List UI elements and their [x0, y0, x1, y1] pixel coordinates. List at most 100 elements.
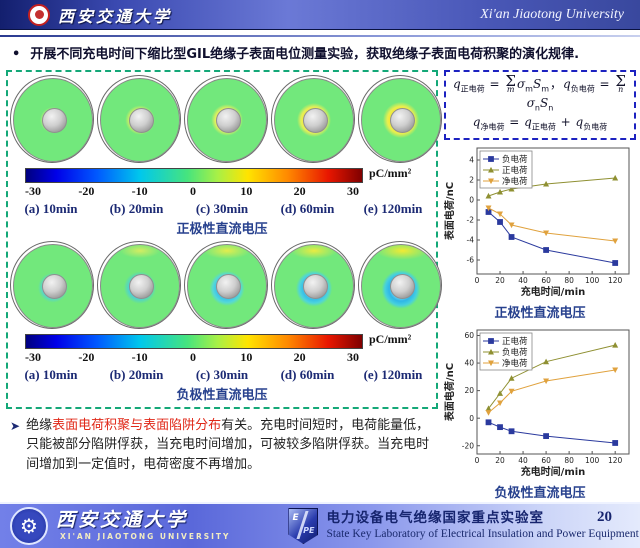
negative-polarity-chart: 0 20 40 60 80 100 120-200204060充电时间/min表面电荷/nC…: [443, 329, 630, 478]
svg-text:80: 80: [564, 276, 574, 285]
colorbar: pC/mm²: [25, 165, 429, 183]
surface-charge-map: [97, 240, 181, 329]
epe-shield-icon: E PE: [288, 508, 319, 544]
university-seal-icon: ⚙: [10, 507, 48, 545]
surface-charge-map: [358, 240, 442, 329]
left-column: pC/mm² -30 -20 -10 0 10 20 30 (a) 10min (b) 20m…: [6, 69, 442, 475]
colorbar-ticks: -30 -20 -10 0 10 20 30: [25, 349, 359, 364]
surface-charge-map: [10, 240, 94, 329]
svg-text:100: 100: [585, 276, 600, 285]
colorbar-unit: pC/mm²: [369, 165, 412, 180]
svg-text:120: 120: [608, 276, 623, 285]
colorbar-gradient: [25, 333, 363, 349]
page-number: 20: [597, 509, 612, 525]
svg-text:40: 40: [518, 456, 528, 465]
surface-charge-map: [271, 74, 355, 163]
surface-charge-map: [184, 240, 268, 329]
surface-charge-map: [10, 74, 94, 163]
conclusion-text: 绝缘表面电荷积聚与表面陷阱分布有关。充电时间短时，电荷能量低，只能被部分陷阱俘获…: [26, 417, 430, 472]
svg-text:-2: -2: [467, 216, 475, 225]
intro-text: 开展不同充电时间下缩比型GIL绝缘子表面电位测量实验，获取绝缘子表面电荷积聚的演…: [30, 47, 580, 62]
svg-text:120: 120: [608, 456, 623, 465]
colorbar: pC/mm²: [25, 331, 429, 349]
svg-text:0: 0: [475, 276, 480, 285]
arrow-bullet-icon: ➤: [10, 418, 21, 433]
header-university-name-cn: 西安交通大学: [58, 6, 173, 26]
electrode-icon: [41, 274, 67, 300]
bullet-icon: •: [12, 47, 21, 62]
footer-university-name-en: XI'AN JIAOTONG UNIVERSITY: [60, 532, 231, 542]
header-university-name-en: Xi'an Jiaotong University: [480, 6, 624, 22]
svg-text:正电荷: 正电荷: [502, 336, 528, 347]
electrode-icon: [215, 108, 241, 134]
svg-text:0: 0: [469, 413, 474, 422]
positive-row-title: 正极性直流电压: [176, 221, 268, 237]
electrode-icon: [41, 108, 67, 134]
negative-row-title: 负极性直流电压: [176, 387, 268, 403]
footer-university: 西安交通大学 XI'AN JIAOTONG UNIVERSITY: [56, 511, 230, 541]
negative-chart-block: 0 20 40 60 80 100 120 -20 0 20 40 60 充电时间/min 表面电荷/nC…: [443, 325, 636, 501]
positive-maps-row: [9, 74, 442, 164]
intro-bullet-line: • 开展不同充电时间下缩比型GIL绝缘子表面电位测量实验，获取绝缘子表面电荷积聚…: [0, 37, 640, 68]
time-label: (e) 120min: [363, 366, 423, 382]
svg-text:40: 40: [464, 358, 474, 367]
time-label: (a) 10min: [24, 200, 78, 216]
time-labels-row: (a) 10min (b) 20min (c) 30min (d) 60min (e) …: [9, 365, 435, 383]
positive-chart-title: 正极性直流电压: [494, 306, 586, 322]
svg-text:20: 20: [464, 386, 474, 395]
svg-text:20: 20: [495, 276, 505, 285]
lab-name-cn: 电力设备电气绝缘国家重点实验室: [326, 510, 544, 527]
electrode-icon: [215, 274, 241, 300]
time-label: (d) 60min: [280, 366, 335, 382]
surface-charge-map: [184, 74, 268, 163]
negative-maps-row: [9, 240, 442, 330]
svg-text:4: 4: [469, 156, 474, 165]
main-content: pC/mm² -30 -20 -10 0 10 20 30 (a) 10min (b) 20m…: [0, 68, 640, 502]
colorbar-unit: pC/mm²: [369, 331, 412, 346]
electrode-icon: [389, 274, 415, 300]
electrode-icon: [389, 108, 415, 134]
time-label: (b) 20min: [109, 366, 164, 382]
svg-text:2: 2: [469, 176, 474, 185]
footer-lab: 电力设备电气绝缘国家重点实验室 State Key Laboratory of …: [326, 510, 638, 541]
svg-text:0: 0: [475, 456, 480, 465]
time-label: (d) 60min: [280, 200, 335, 216]
surface-charge-map: [358, 74, 442, 163]
time-labels-row: (a) 10min (b) 20min (c) 30min (d) 60min (e) …: [9, 199, 435, 217]
time-label: (c) 30min: [195, 366, 249, 382]
svg-text:-4: -4: [467, 236, 475, 245]
svg-text:充电时间/min: 充电时间/min: [521, 285, 586, 298]
conclusion-block: ➤ 绝缘表面电荷积聚与表面陷阱分布有关。充电时间短时，电荷能量低，只能被部分陷阱…: [6, 409, 438, 475]
formula-line-2: q净电荷 = q正电荷 + q负电荷: [472, 115, 608, 132]
header-bar: 西安交通大学 Xi'an Jiaotong University: [0, 0, 640, 29]
header-divider: [0, 35, 640, 37]
negative-chart-title: 负极性直流电压: [494, 485, 586, 501]
svg-text:80: 80: [564, 456, 574, 465]
time-label: (e) 120min: [363, 200, 423, 216]
svg-text:净电荷: 净电荷: [502, 176, 528, 187]
time-label: (b) 20min: [109, 200, 164, 216]
svg-text:0: 0: [469, 196, 474, 205]
colorbar-gradient: [25, 167, 363, 183]
svg-text:净电荷: 净电荷: [502, 358, 528, 369]
electrode-icon: [128, 274, 154, 300]
electrode-icon: [128, 108, 154, 134]
electrode-icon: [302, 108, 328, 134]
footer-university-name-cn: 西安交通大学: [56, 509, 189, 532]
svg-text:20: 20: [495, 456, 505, 465]
svg-text:正电荷: 正电荷: [502, 165, 528, 176]
surface-charge-map: [97, 74, 181, 163]
svg-text:60: 60: [541, 456, 551, 465]
svg-text:40: 40: [518, 276, 528, 285]
svg-text:-20: -20: [462, 441, 474, 450]
university-seal-icon: [28, 3, 50, 26]
svg-text:负电荷: 负电荷: [502, 347, 528, 358]
svg-text:负电荷: 负电荷: [502, 154, 528, 165]
svg-text:100: 100: [585, 456, 600, 465]
svg-text:表面电荷/nC: 表面电荷/nC: [444, 362, 456, 421]
colorbar-ticks: -30 -20 -10 0 10 20 30: [25, 183, 359, 198]
